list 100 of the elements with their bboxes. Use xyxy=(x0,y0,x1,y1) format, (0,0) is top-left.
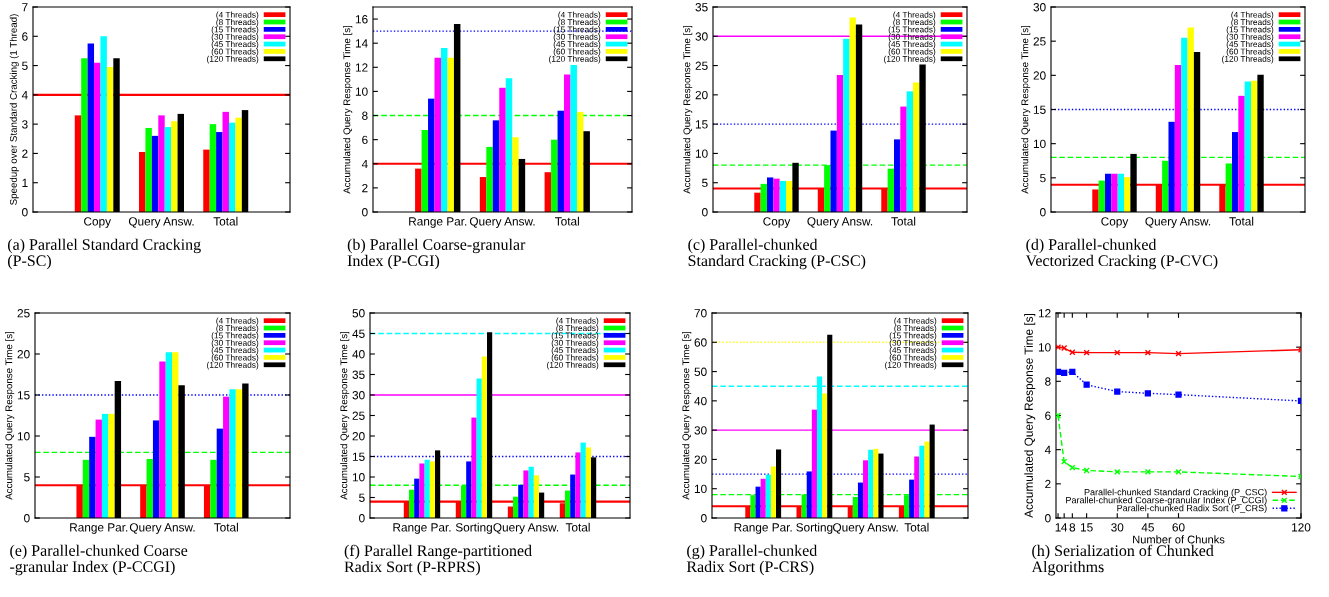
legend-label: (120 Threads) xyxy=(549,55,601,64)
legend-label: (15 Threads) xyxy=(553,26,601,35)
bar xyxy=(873,448,879,518)
bar xyxy=(486,146,493,212)
legend-label: (120 Threads) xyxy=(885,361,937,370)
x-tick-label: Copy xyxy=(763,217,791,228)
y-tick-label: 6 xyxy=(362,135,368,145)
bar xyxy=(906,91,914,212)
bar xyxy=(152,420,160,518)
y-tick-label: 10 xyxy=(695,149,708,158)
y-tick-label: 2 xyxy=(362,183,368,193)
x-tick-label: Query Answ. xyxy=(128,217,194,228)
y-tick-label: 0 xyxy=(1045,514,1051,523)
y-tick-label: 40 xyxy=(352,350,365,359)
bar xyxy=(1187,27,1194,212)
y-tick-label: 12 xyxy=(1038,309,1051,318)
bar xyxy=(924,441,930,518)
legend-label: Parallel-chunked Radix Sort (P_CRS) xyxy=(1117,504,1267,514)
x-tick-label: Total xyxy=(555,216,579,226)
bar xyxy=(424,459,430,518)
bar xyxy=(440,48,448,212)
bar xyxy=(94,62,101,212)
text: (a) Parallel Standard Cracking (P-SC) xyxy=(8,238,201,270)
y-tick-label: 0 xyxy=(702,208,708,217)
bar xyxy=(95,419,102,518)
bar xyxy=(513,496,519,518)
point xyxy=(1175,468,1182,476)
bar xyxy=(830,130,837,212)
legend-label: (60 Threads) xyxy=(211,48,259,57)
bar xyxy=(1238,95,1245,212)
x-tick-label: 4 xyxy=(1061,523,1068,532)
text: (f) Parallel Range-partitioned Radix Sort (P-RPRS) xyxy=(344,544,532,576)
bar xyxy=(770,466,776,518)
bar xyxy=(476,378,482,518)
bar xyxy=(203,149,210,212)
x-tick-label: Query Answ. xyxy=(807,217,873,228)
point xyxy=(1061,369,1068,376)
legend-label: (45 Threads) xyxy=(1226,40,1274,49)
y-tick-label: 2 xyxy=(22,149,28,158)
y-tick-label: 7 xyxy=(22,3,28,12)
legend-label: (8 Threads) xyxy=(556,324,599,333)
bar xyxy=(1225,163,1232,212)
y-axis-title: Accumulated Query Response Time [s] xyxy=(1024,313,1036,518)
bar xyxy=(479,177,487,212)
y-tick-label: 12 xyxy=(355,63,368,72)
y-tick-label: 15 xyxy=(352,452,365,461)
x-tick-label: Range Par. xyxy=(734,523,792,534)
x-axis-title: Number of Chunks xyxy=(1133,535,1225,544)
legend-label: (4 Threads) xyxy=(558,11,601,20)
point xyxy=(1069,368,1076,376)
bar xyxy=(1244,81,1252,212)
bar xyxy=(235,389,243,518)
bar xyxy=(755,486,761,518)
y-tick-label: 10 xyxy=(355,87,368,96)
bar xyxy=(849,17,856,212)
text: (g) Parallel-chunked Radix Sort (P-CRS) xyxy=(686,544,818,576)
bar xyxy=(1251,80,1258,212)
x-tick-label: Total xyxy=(891,216,916,226)
y-tick-label: 3 xyxy=(22,120,28,129)
bar xyxy=(760,478,766,518)
y-axis-title: Accumulated Query Response Time [s] xyxy=(5,331,15,500)
y-axis-title: Accumulated Query Response Time [s] xyxy=(683,25,693,194)
legend-label: (4 Threads) xyxy=(216,11,259,20)
y-tick-label: 25 xyxy=(1033,37,1046,46)
legend-label: (30 Threads) xyxy=(1226,33,1274,42)
y-tick-label: 8 xyxy=(362,111,368,120)
bar xyxy=(852,496,858,518)
y-tick-label: 6 xyxy=(22,32,28,41)
y-tick-label: 4 xyxy=(1044,445,1051,454)
y-tick-label: 4 xyxy=(21,91,28,100)
y-tick-label: 15 xyxy=(17,391,30,400)
y-tick-label: 50 xyxy=(694,367,707,376)
bar xyxy=(1168,121,1175,212)
x-tick-label: Copy xyxy=(1101,217,1129,228)
y-tick-label: 10 xyxy=(1033,139,1046,149)
bar xyxy=(893,139,901,212)
bar xyxy=(533,475,539,518)
bar xyxy=(222,111,229,212)
point xyxy=(1175,350,1182,357)
y-axis-title: Accumulated Query Response Time [s] xyxy=(343,25,353,194)
text: (d) Parallel-chunked Vectorized Cracking (P-CVC) xyxy=(1025,238,1218,270)
point xyxy=(1114,388,1121,395)
bar xyxy=(528,466,534,518)
bar xyxy=(564,74,571,212)
point xyxy=(1061,458,1068,465)
x-tick-label: 120 xyxy=(1292,523,1311,532)
bar xyxy=(1231,132,1239,212)
y-tick-label: 20 xyxy=(17,350,30,359)
legend-label: (60 Threads) xyxy=(888,48,936,57)
bar xyxy=(1092,189,1099,212)
bar xyxy=(216,132,223,212)
bar xyxy=(235,117,242,212)
legend-label: (30 Threads) xyxy=(211,339,259,348)
bar xyxy=(1174,65,1182,212)
y-tick-label: 5 xyxy=(1040,173,1046,183)
x-tick-label: 45 xyxy=(1141,523,1154,532)
legend-label: (45 Threads) xyxy=(888,40,936,49)
y-tick-label: 0 xyxy=(24,514,30,523)
y-tick-label: 10 xyxy=(1038,343,1051,352)
y-tick-label: 45 xyxy=(352,329,365,338)
